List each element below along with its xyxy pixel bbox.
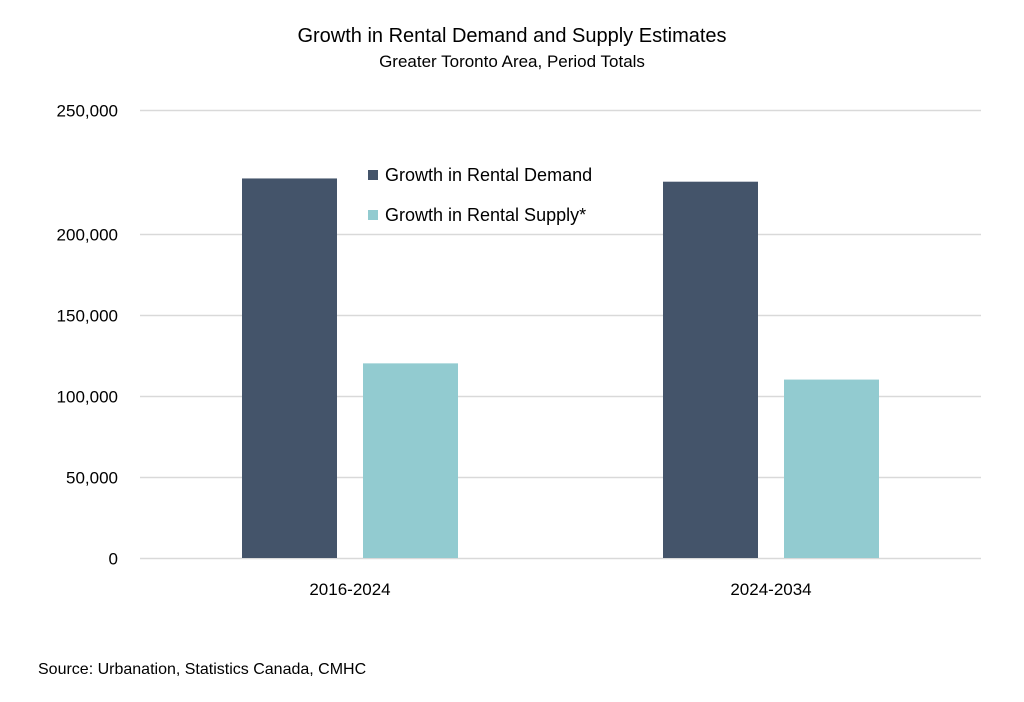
bars: [242, 178, 879, 559]
x-tick-label: 2016-2024: [309, 580, 390, 599]
legend: Growth in Rental Demand Growth in Rental …: [368, 165, 592, 225]
x-axis-tick-labels: 2016-2024 2024-2034: [309, 580, 811, 599]
chart-subtitle: Greater Toronto Area, Period Totals: [379, 52, 645, 71]
y-tick-label: 250,000: [57, 102, 118, 121]
y-tick-label: 100,000: [57, 388, 118, 407]
legend-label: Growth in Rental Demand: [385, 165, 592, 185]
y-tick-label: 150,000: [57, 307, 118, 326]
legend-label: Growth in Rental Supply*: [385, 205, 586, 225]
source-note: Source: Urbanation, Statistics Canada, C…: [38, 661, 367, 678]
bar-supply-2016-2024: [363, 363, 458, 558]
y-tick-label: 50,000: [66, 469, 118, 488]
legend-swatch: [368, 170, 378, 180]
y-axis-tick-labels: 0 50,000 100,000 150,000 200,000 250,000: [57, 102, 118, 569]
y-tick-label: 200,000: [57, 226, 118, 245]
bar-supply-2024-2034: [784, 379, 879, 558]
y-tick-label: 0: [109, 550, 118, 569]
legend-swatch: [368, 210, 378, 220]
bar-demand-2024-2034: [663, 181, 758, 559]
chart-title: Growth in Rental Demand and Supply Estim…: [297, 25, 727, 47]
bar-demand-2016-2024: [242, 178, 337, 558]
x-tick-label: 2024-2034: [730, 580, 811, 599]
